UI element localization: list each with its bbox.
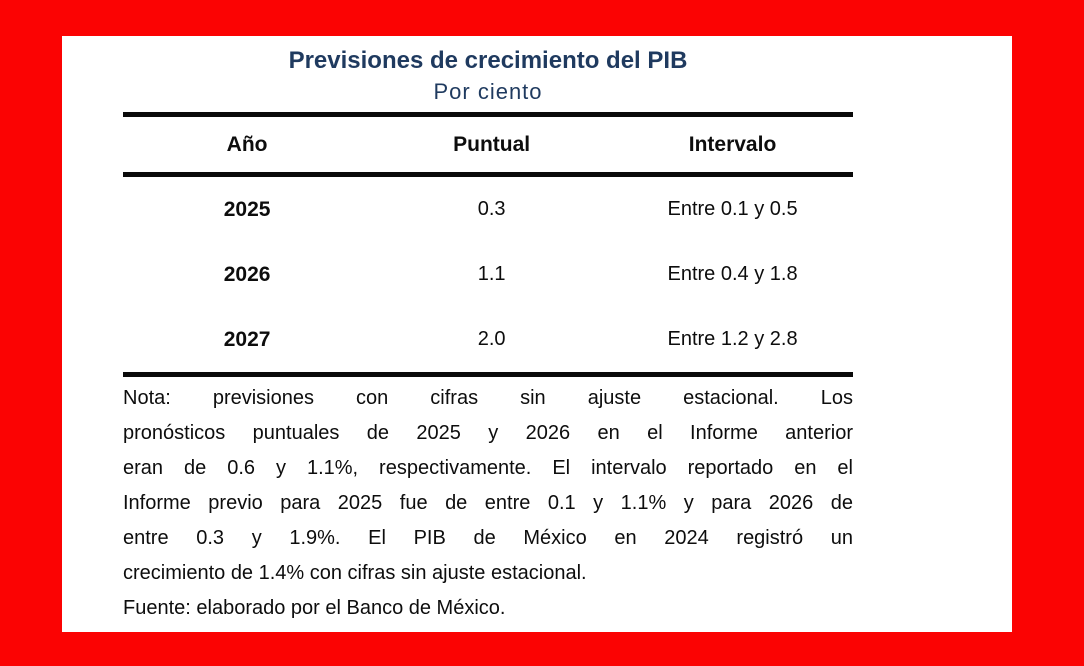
puntual-cell: 2.0 xyxy=(477,328,506,350)
source-line: Fuente: elaborado por el Banco de México… xyxy=(123,597,506,619)
rule-table-bottom xyxy=(123,372,853,377)
table-title: Previsiones de crecimiento del PIB xyxy=(288,47,688,74)
column-header-puntual: Puntual xyxy=(453,132,531,156)
table-content: Previsiones de crecimiento del PIB Por c… xyxy=(123,36,853,626)
puntual-cell: 0.3 xyxy=(477,198,506,220)
note-line: pronósticos puntuales de 2025 y 2026 en … xyxy=(123,422,853,444)
year-cell: 2025 xyxy=(223,197,271,221)
year-cell: 2027 xyxy=(223,327,271,351)
note-line: eran de 0.6 y 1.1%, respectivamente. El … xyxy=(123,457,853,479)
column-header-ano: Año xyxy=(226,132,268,156)
rule-top xyxy=(123,112,853,117)
note-line: Nota: previsiones con cifras sin ajuste … xyxy=(123,387,853,409)
intervalo-cell: Entre 1.2 y 2.8 xyxy=(667,328,798,350)
puntual-cell: 1.1 xyxy=(477,263,506,285)
table-row-2026: 2026 1.1 Entre 0.4 y 1.8 xyxy=(123,242,853,307)
table-row-2027: 2027 2.0 Entre 1.2 y 2.8 xyxy=(123,307,853,372)
note-line: Informe previo para 2025 fue de entre 0.… xyxy=(123,492,853,514)
table-note: Nota: previsiones con cifras sin ajuste … xyxy=(123,381,853,591)
rule-header-bottom xyxy=(123,172,853,177)
table-header-row: Año Puntual Intervalo xyxy=(123,117,853,172)
column-header-intervalo: Intervalo xyxy=(688,132,777,156)
year-cell: 2026 xyxy=(223,262,271,286)
table-row-2025: 2025 0.3 Entre 0.1 y 0.5 xyxy=(123,177,853,242)
intervalo-cell: Entre 0.4 y 1.8 xyxy=(667,263,798,285)
intervalo-cell: Entre 0.1 y 0.5 xyxy=(667,198,798,220)
note-line: entre 0.3 y 1.9%. El PIB de México en 20… xyxy=(123,527,853,549)
table-card: Previsiones de crecimiento del PIB Por c… xyxy=(62,36,1012,632)
table-subtitle: Por ciento xyxy=(433,79,543,104)
note-line: crecimiento de 1.4% con cifras sin ajust… xyxy=(123,562,587,584)
